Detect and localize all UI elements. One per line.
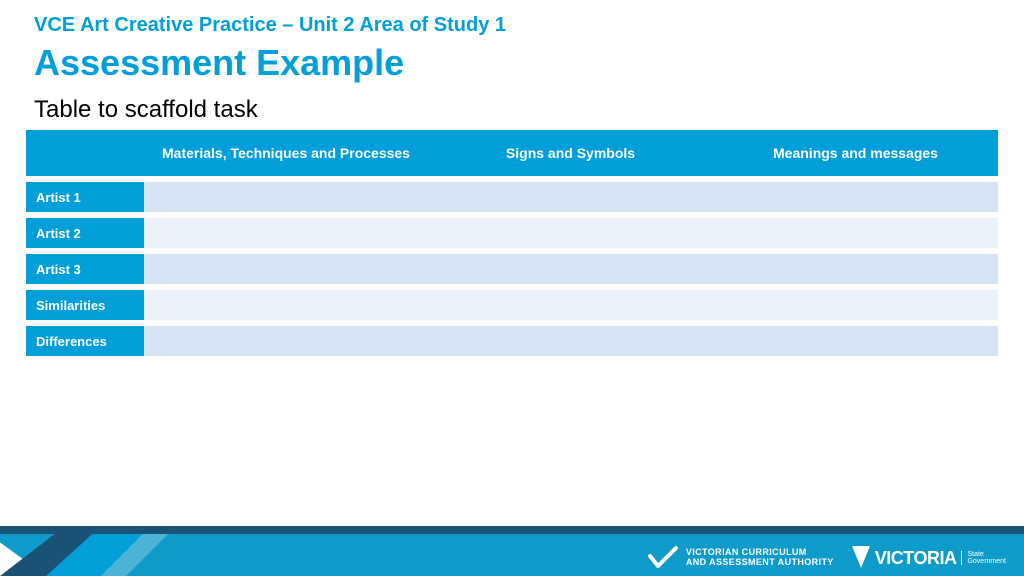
column-header: Meanings and messages bbox=[713, 130, 998, 176]
table-cell bbox=[144, 218, 428, 248]
victoria-wordmark: VICTORIA bbox=[875, 548, 957, 569]
table-caption: Table to scaffold task bbox=[34, 96, 258, 124]
table-cell bbox=[428, 290, 713, 320]
table-cell bbox=[428, 326, 713, 356]
row-header: Similarities bbox=[26, 290, 144, 320]
table-cell bbox=[144, 326, 428, 356]
footer-accent-band bbox=[0, 526, 1024, 534]
table-cell bbox=[144, 290, 428, 320]
footer-logos: VICTORIAN CURRICULUM AND ASSESSMENT AUTH… bbox=[648, 546, 1006, 570]
scaffold-table: Materials, Techniques and ProcessesSigns… bbox=[26, 130, 998, 356]
footer-chevrons bbox=[0, 534, 220, 576]
victoria-subtext: State Government bbox=[961, 551, 1006, 565]
slide: VCE Art Creative Practice – Unit 2 Area … bbox=[0, 0, 1024, 576]
vcaa-line2: AND ASSESSMENT AUTHORITY bbox=[686, 558, 834, 568]
table-cell bbox=[713, 326, 998, 356]
table-row: Artist 3 bbox=[26, 254, 998, 284]
table-cell bbox=[428, 254, 713, 284]
row-header: Artist 3 bbox=[26, 254, 144, 284]
table-header-row: Materials, Techniques and ProcessesSigns… bbox=[26, 130, 998, 176]
table-row: Differences bbox=[26, 326, 998, 356]
table-row: Similarities bbox=[26, 290, 998, 320]
slide-title: Assessment Example bbox=[34, 42, 404, 84]
vcaa-check-icon bbox=[648, 546, 678, 570]
table-cell bbox=[713, 290, 998, 320]
victoria-triangle-icon bbox=[852, 546, 870, 570]
table-cell bbox=[713, 218, 998, 248]
table-cell bbox=[144, 182, 428, 212]
row-header: Differences bbox=[26, 326, 144, 356]
table-corner bbox=[26, 130, 144, 176]
table-row: Artist 1 bbox=[26, 182, 998, 212]
vcaa-logo: VICTORIAN CURRICULUM AND ASSESSMENT AUTH… bbox=[648, 546, 834, 570]
table-cell bbox=[144, 254, 428, 284]
footer: VICTORIAN CURRICULUM AND ASSESSMENT AUTH… bbox=[0, 526, 1024, 576]
column-header: Signs and Symbols bbox=[428, 130, 713, 176]
table-cell bbox=[428, 218, 713, 248]
table-cell bbox=[713, 182, 998, 212]
footer-main-band: VICTORIAN CURRICULUM AND ASSESSMENT AUTH… bbox=[0, 534, 1024, 576]
row-header: Artist 2 bbox=[26, 218, 144, 248]
table-cell bbox=[713, 254, 998, 284]
slide-subtitle: VCE Art Creative Practice – Unit 2 Area … bbox=[34, 14, 506, 37]
table-row: Artist 2 bbox=[26, 218, 998, 248]
table-cell bbox=[428, 182, 713, 212]
row-header: Artist 1 bbox=[26, 182, 144, 212]
victoria-gov-logo: VICTORIA State Government bbox=[852, 546, 1006, 570]
column-header: Materials, Techniques and Processes bbox=[144, 130, 428, 176]
vcaa-text: VICTORIAN CURRICULUM AND ASSESSMENT AUTH… bbox=[686, 548, 834, 568]
